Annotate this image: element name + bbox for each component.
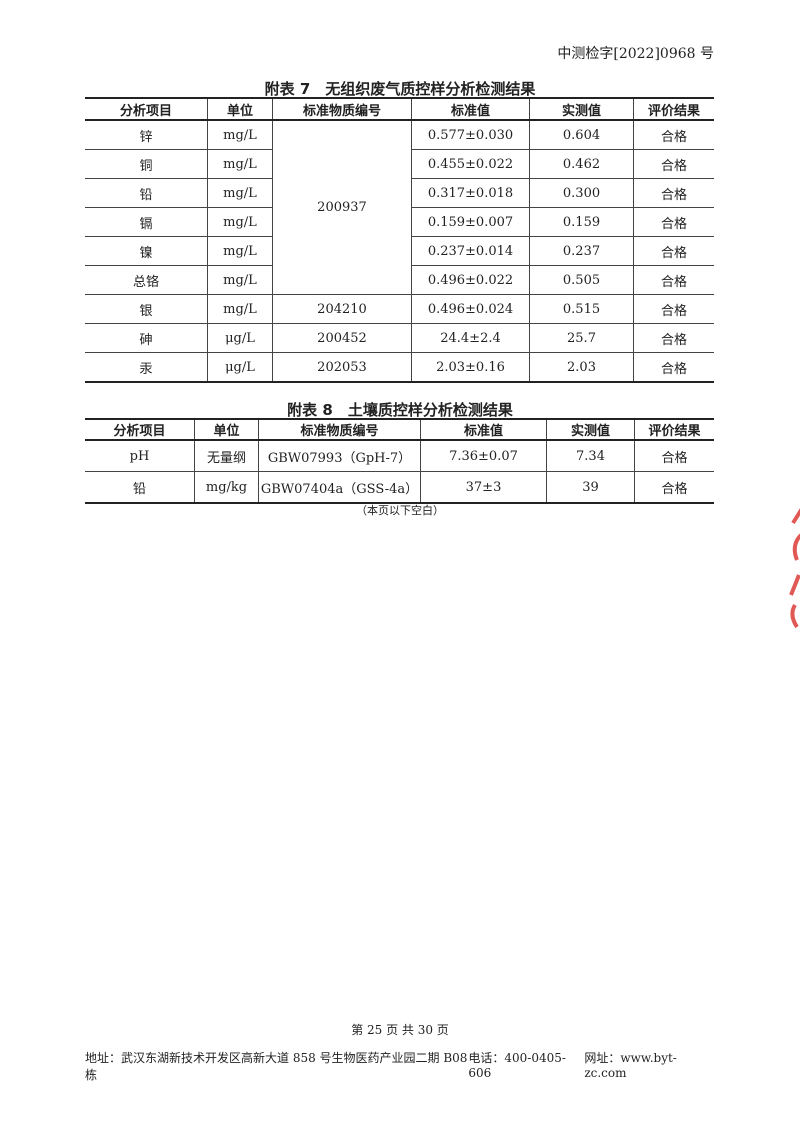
cell-measured-value: 0.300 [529, 178, 634, 208]
cell-reference-material: 202053 [272, 352, 412, 383]
footer-website: 网址：www.byt-zc.com [584, 1051, 677, 1080]
cell-standard-value: 0.577±0.030 [411, 120, 530, 150]
seal-stamp-fragment [789, 508, 800, 629]
cell-item: 锌 [85, 120, 208, 150]
cell-unit: mg/L [207, 178, 273, 208]
cell-item: 汞 [85, 352, 208, 383]
cell-result: 合格 [633, 352, 714, 383]
cell-measured-value: 0.462 [529, 149, 634, 179]
cell-standard-value: 0.159±0.007 [411, 207, 530, 237]
cell-unit: mg/kg [194, 471, 259, 504]
cell-measured-value: 0.515 [529, 294, 634, 324]
cell-item: 银 [85, 294, 208, 324]
header-cell: 分析项目 [85, 418, 195, 441]
cell-item: 镍 [85, 236, 208, 266]
header-cell: 标准值 [420, 418, 547, 441]
footer-phone: 电话：400-0405-606 [468, 1051, 566, 1080]
table7-title: 附表 7 无组织废气质控样分析检测结果 [264, 80, 536, 98]
cell-result: 合格 [633, 323, 714, 353]
cell-result: 合格 [634, 471, 714, 504]
cell-measured-value: 0.237 [529, 236, 634, 266]
cell-item: 铅 [85, 471, 195, 504]
table-header-row: 分析项目 单位 标准物质编号 标准值 实测值 评价结果 [85, 97, 714, 121]
cell-unit: 无量纲 [194, 440, 259, 472]
cell-reference-material: GBW07993（GpH-7） [258, 440, 421, 472]
header-cell: 实测值 [546, 418, 635, 441]
cell-measured-value: 0.604 [529, 120, 634, 150]
cell-result: 合格 [633, 236, 714, 266]
table-row: 铜 mg/L 0.455±0.022 0.462 合格 [85, 149, 714, 179]
cell-item: 总铬 [85, 265, 208, 295]
header-cell: 分析项目 [85, 97, 208, 121]
cell-measured-value: 0.505 [529, 265, 634, 295]
table-row: 镉 mg/L 0.159±0.007 0.159 合格 [85, 207, 714, 237]
cell-unit: mg/L [207, 294, 273, 324]
cell-standard-value: 0.496±0.022 [411, 265, 530, 295]
table7: 分析项目 单位 标准物质编号 标准值 实测值 评价结果 锌 mg/L 200937 0… [85, 97, 714, 383]
cell-reference-material: 204210 [272, 294, 412, 324]
cell-result: 合格 [633, 149, 714, 179]
header-cell: 实测值 [529, 97, 634, 121]
cell-standard-value: 37±3 [420, 471, 547, 504]
footer-address: 地址：武汉东湖新技术开发区高新大道 858 号生物医药产业园二期 B08 栋 [85, 1051, 468, 1082]
cell-standard-value: 7.36±0.07 [420, 440, 547, 472]
cell-item: 铜 [85, 149, 208, 179]
cell-standard-value: 0.496±0.024 [411, 294, 530, 324]
header-cell: 单位 [207, 97, 273, 121]
cell-reference-material: 200937 [272, 120, 412, 295]
cell-standard-value: 24.4±2.4 [411, 323, 530, 353]
cell-item: pH [85, 440, 195, 472]
cell-unit: mg/L [207, 265, 273, 295]
cell-measured-value: 39 [546, 471, 635, 504]
document-number: 中测检字[2022]0968 号 [557, 46, 714, 62]
table-row: 总铬 mg/L 0.496±0.022 0.505 合格 [85, 265, 714, 295]
cell-result: 合格 [633, 178, 714, 208]
cell-reference-material: GBW07404a（GSS-4a） [258, 471, 421, 504]
cell-result: 合格 [633, 294, 714, 324]
cell-standard-value: 0.317±0.018 [411, 178, 530, 208]
cell-measured-value: 25.7 [529, 323, 634, 353]
cell-standard-value: 0.237±0.014 [411, 236, 530, 266]
cell-unit: mg/L [207, 149, 273, 179]
table-row: pH 无量纲 GBW07993（GpH-7） 7.36±0.07 7.34 合格 [85, 440, 714, 472]
header-cell: 标准物质编号 [272, 97, 412, 121]
blank-note: （本页以下空白） [356, 504, 444, 517]
footer: 地址：武汉东湖新技术开发区高新大道 858 号生物医药产业园二期 B08 栋 电… [85, 1049, 714, 1083]
cell-measured-value: 7.34 [546, 440, 635, 472]
cell-standard-value: 0.455±0.022 [411, 149, 530, 179]
cell-unit: mg/L [207, 207, 273, 237]
header-cell: 单位 [194, 418, 259, 441]
cell-item: 铅 [85, 178, 208, 208]
table-row: 锌 mg/L 200937 0.577±0.030 0.604 合格 [85, 120, 714, 295]
cell-unit: μg/L [207, 352, 273, 383]
page-number: 第 25 页 共 30 页 [351, 1023, 449, 1037]
table-row: 银 mg/L 204210 0.496±0.024 0.515 合格 [85, 294, 714, 324]
cell-result: 合格 [634, 440, 714, 472]
table-row: 汞 μg/L 202053 2.03±0.16 2.03 合格 [85, 352, 714, 383]
cell-unit: mg/L [207, 236, 273, 266]
header-cell: 标准物质编号 [258, 418, 421, 441]
cell-item: 镉 [85, 207, 208, 237]
cell-result: 合格 [633, 265, 714, 295]
header-cell: 评价结果 [634, 418, 714, 441]
table-row: 镍 mg/L 0.237±0.014 0.237 合格 [85, 236, 714, 266]
header-cell: 标准值 [411, 97, 530, 121]
cell-measured-value: 0.159 [529, 207, 634, 237]
cell-item: 砷 [85, 323, 208, 353]
cell-unit: mg/L [207, 120, 273, 150]
cell-standard-value: 2.03±0.16 [411, 352, 530, 383]
table-row: 砷 μg/L 200452 24.4±2.4 25.7 合格 [85, 323, 714, 353]
cell-result: 合格 [633, 120, 714, 150]
table8: 分析项目 单位 标准物质编号 标准值 实测值 评价结果 pH 无量纲 GBW0799… [85, 418, 714, 504]
table8-title: 附表 8 土壤质控样分析检测结果 [287, 401, 513, 419]
header-cell: 评价结果 [633, 97, 714, 121]
cell-unit: μg/L [207, 323, 273, 353]
table-row: 铅 mg/kg GBW07404a（GSS-4a） 37±3 39 合格 [85, 471, 714, 504]
table-row: 铅 mg/L 0.317±0.018 0.300 合格 [85, 178, 714, 208]
cell-measured-value: 2.03 [529, 352, 634, 383]
cell-result: 合格 [633, 207, 714, 237]
cell-reference-material: 200452 [272, 323, 412, 353]
table-header-row: 分析项目 单位 标准物质编号 标准值 实测值 评价结果 [85, 418, 714, 441]
